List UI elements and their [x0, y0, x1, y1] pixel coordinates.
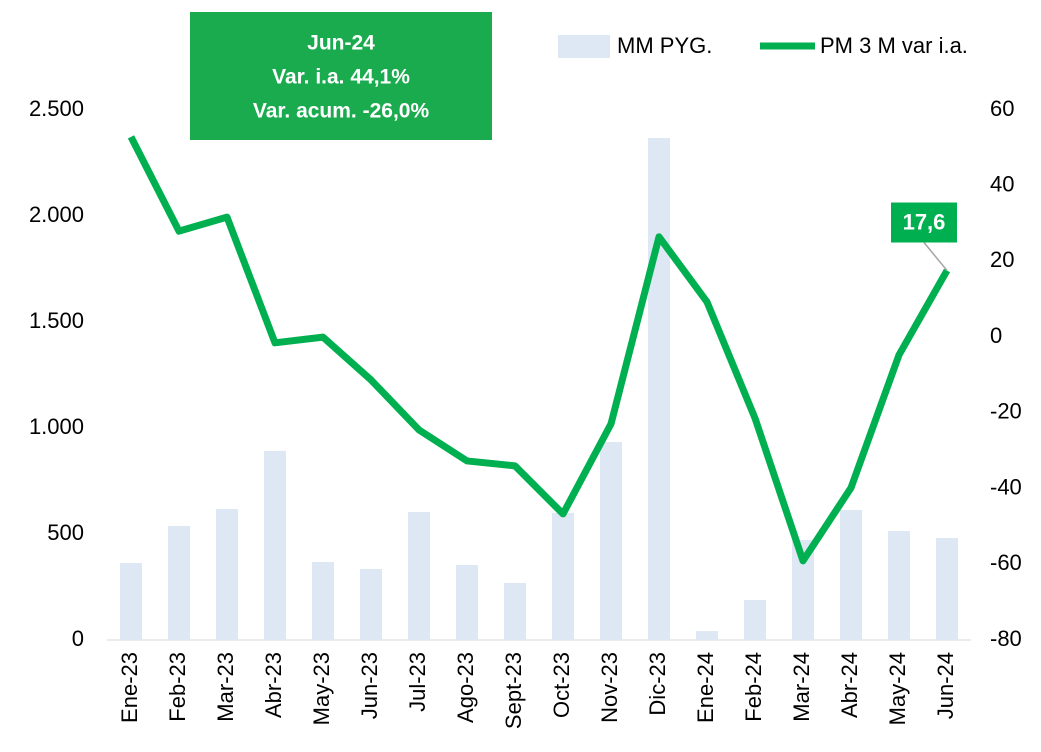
x-tick-label: Sept-23: [501, 652, 526, 729]
bar: [936, 538, 958, 640]
bar: [600, 441, 622, 640]
x-tick-label: Mar-23: [213, 652, 238, 722]
y2-tick-label: -20: [990, 399, 1022, 424]
legend-label: PM 3 M var i.a.: [820, 33, 968, 58]
y-tick-label: 1.500: [29, 308, 84, 333]
annotation: Jun-24 Var. i.a. 44,1% Var. acum. -26,0%: [190, 12, 492, 140]
y2-tick-label: -80: [990, 626, 1022, 651]
bar: [456, 564, 478, 640]
annotation-text: Var. i.a. 44,1%: [272, 66, 410, 89]
bar: [840, 510, 862, 640]
x-tick-label: Ene-24: [693, 652, 718, 723]
y2-tick-label: 40: [990, 172, 1014, 197]
bar: [264, 450, 286, 640]
y-tick-label: 0: [72, 626, 84, 651]
bar: [120, 563, 142, 640]
y2-tick-label: 20: [990, 247, 1014, 272]
y-tick-label: 2.000: [29, 202, 84, 227]
x-tick-label: May-23: [309, 652, 334, 725]
x-tick-label: Ago-23: [453, 652, 478, 723]
x-tick-label: Dic-23: [645, 652, 670, 716]
x-tick-label: Feb-23: [165, 652, 190, 722]
x-tick-label: Feb-24: [741, 652, 766, 722]
y-tick-label: 2.500: [29, 96, 84, 121]
y2-tick-label: 0: [990, 323, 1002, 348]
line: [127, 135, 951, 565]
x-tick-label: Jul-23: [405, 652, 430, 712]
x-tick-label: Mar-24: [789, 652, 814, 722]
bar: [312, 561, 334, 640]
bar: [216, 508, 238, 640]
x-tick-label: Jun-24: [933, 652, 958, 719]
x-tick-label: May-24: [885, 652, 910, 725]
legend-swatch: [558, 35, 610, 58]
data-label-box: [891, 202, 957, 243]
leader-line: [923, 242, 948, 271]
x-tick-label: Oct-23: [549, 652, 574, 718]
x-tick-label: Jun-23: [357, 652, 382, 719]
data-label: 17,6: [903, 209, 946, 234]
bar: [360, 568, 382, 640]
x-tick-label: Abr-23: [261, 652, 286, 718]
bar: [552, 512, 574, 640]
annotation-text: Jun-24: [307, 32, 375, 55]
bar: [744, 599, 766, 640]
bar: [888, 531, 910, 640]
y-tick-label: 500: [47, 520, 84, 545]
bar: [168, 525, 190, 640]
x-tick-label: Nov-23: [597, 652, 622, 723]
x-tick-label: Ene-23: [117, 652, 142, 723]
y2-tick-label: 60: [990, 96, 1014, 121]
y-tick-label: 1.000: [29, 414, 84, 439]
bar: [504, 582, 526, 640]
bar: [792, 539, 814, 640]
y2-tick-label: -40: [990, 474, 1022, 499]
y2-tick-label: -60: [990, 550, 1022, 575]
x-tick-label: Abr-24: [837, 652, 862, 718]
bar: [696, 631, 718, 640]
legend-label: MM PYG.: [617, 33, 712, 58]
annotation-text: Var. acum. -26,0%: [253, 100, 430, 123]
bar: [408, 511, 430, 640]
annotation-box: [190, 12, 492, 140]
bar: [648, 137, 670, 640]
